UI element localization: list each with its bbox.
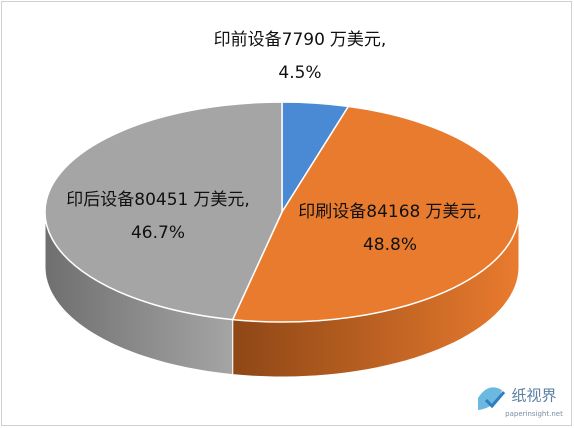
watermark-name: 纸视界 xyxy=(511,387,556,405)
data-label: 印前设备7790 万美元, xyxy=(214,30,387,50)
watermark-url: paperinsight.net xyxy=(505,410,563,418)
data-label: 印刷设备84168 万美元, xyxy=(298,202,482,222)
watermark-logo xyxy=(478,387,502,410)
watermark-check xyxy=(484,391,506,409)
label-value: 80451 xyxy=(134,190,188,210)
label-value: 7790 xyxy=(282,30,325,50)
label-percent: 48.8% xyxy=(363,235,417,255)
label-percent: 4.5% xyxy=(278,63,321,83)
pie-slice xyxy=(231,105,520,323)
pie-slice xyxy=(44,101,283,321)
label-unit: 万美元, xyxy=(193,190,249,210)
label-percent: 46.7% xyxy=(131,223,185,243)
watermark: 纸视界 paperinsight.net xyxy=(478,387,563,418)
label-category: 印刷设备 xyxy=(298,202,366,222)
label-unit: 万美元, xyxy=(330,30,386,50)
label-value: 84168 xyxy=(366,202,420,222)
label-unit: 万美元, xyxy=(425,202,481,222)
data-label: 印后设备80451 万美元, xyxy=(66,190,250,210)
label-category: 印后设备 xyxy=(66,190,134,210)
label-category: 印前设备 xyxy=(214,30,282,50)
